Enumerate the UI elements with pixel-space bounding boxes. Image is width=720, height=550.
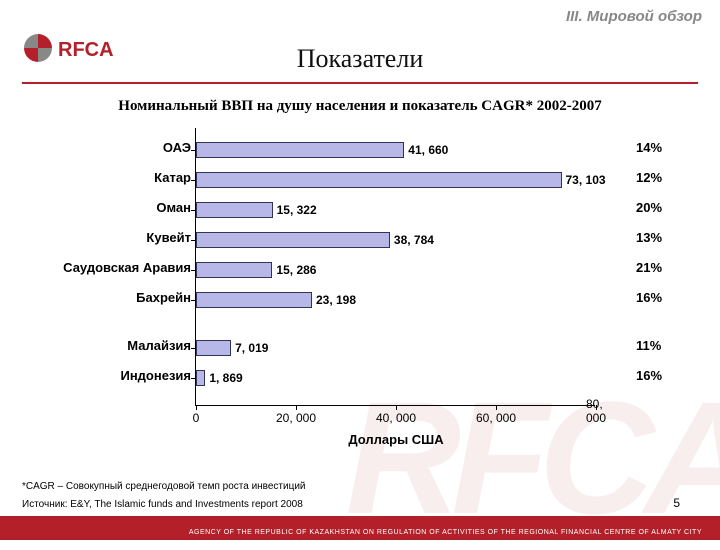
cagr-label: 16% <box>636 368 662 383</box>
bar <box>196 172 562 188</box>
x-tick-label: 20, 000 <box>276 411 316 425</box>
cagr-label: 21% <box>636 260 662 275</box>
bar-value-label: 7, 019 <box>235 341 268 355</box>
bar-row: 23, 198 <box>196 290 356 310</box>
category-label: Саудовская Аравия <box>61 260 191 275</box>
bar-value-label: 73, 103 <box>566 173 606 187</box>
bar-row: 7, 019 <box>196 338 268 358</box>
cagr-label: 14% <box>636 140 662 155</box>
category-label: Оман <box>61 200 191 215</box>
cagr-label: 12% <box>636 170 662 185</box>
category-label: Кувейт <box>61 230 191 245</box>
x-tick-label: 60, 000 <box>476 411 516 425</box>
x-tick-label: 80, 000 <box>586 397 606 425</box>
cagr-label: 16% <box>636 290 662 305</box>
footnote-cagr: *CAGR – Совокупный среднегодовой темп ро… <box>22 481 306 492</box>
bar-value-label: 38, 784 <box>394 233 434 247</box>
bar <box>196 232 390 248</box>
chart-title: Номинальный ВВП на душу населения и пока… <box>0 98 720 115</box>
x-axis-label: Доллары США <box>196 432 596 447</box>
bar-row: 73, 103 <box>196 170 606 190</box>
bar <box>196 262 272 278</box>
divider <box>22 82 698 84</box>
bar-row: 15, 322 <box>196 200 317 220</box>
footer-band-text: AGENCY OF THE REPUBLIC OF KAZAKHSTAN ON … <box>189 529 702 536</box>
x-tick-label: 40, 000 <box>376 411 416 425</box>
category-label: Малайзия <box>61 338 191 353</box>
bar <box>196 292 312 308</box>
cagr-label: 13% <box>636 230 662 245</box>
footnote-source: Источник: E&Y, The Islamic funds and Inv… <box>22 499 303 510</box>
footer-band <box>0 516 720 540</box>
category-label: Бахрейн <box>61 290 191 305</box>
cagr-label: 20% <box>636 200 662 215</box>
bar-row: 41, 660 <box>196 140 448 160</box>
bar-row: 1, 869 <box>196 368 243 388</box>
section-header: III. Мировой обзор <box>566 8 702 25</box>
bar <box>196 202 273 218</box>
page-title: Показатели <box>0 44 720 74</box>
bar-value-label: 1, 869 <box>209 371 242 385</box>
bar-row: 38, 784 <box>196 230 434 250</box>
bar <box>196 142 404 158</box>
x-tick-label: 0 <box>193 411 200 425</box>
bar-row: 15, 286 <box>196 260 316 280</box>
page-number: 5 <box>673 496 680 510</box>
bar-value-label: 15, 322 <box>277 203 317 217</box>
bar-value-label: 15, 286 <box>276 263 316 277</box>
cagr-label: 11% <box>636 338 661 353</box>
gdp-chart: ОАЭ41, 66014%Катар73, 10312%Оман15, 3222… <box>70 128 640 406</box>
category-label: ОАЭ <box>61 140 191 155</box>
bar <box>196 370 205 386</box>
bar <box>196 340 231 356</box>
category-label: Индонезия <box>61 368 191 383</box>
bar-value-label: 23, 198 <box>316 293 356 307</box>
category-label: Катар <box>61 170 191 185</box>
bar-value-label: 41, 660 <box>408 143 448 157</box>
